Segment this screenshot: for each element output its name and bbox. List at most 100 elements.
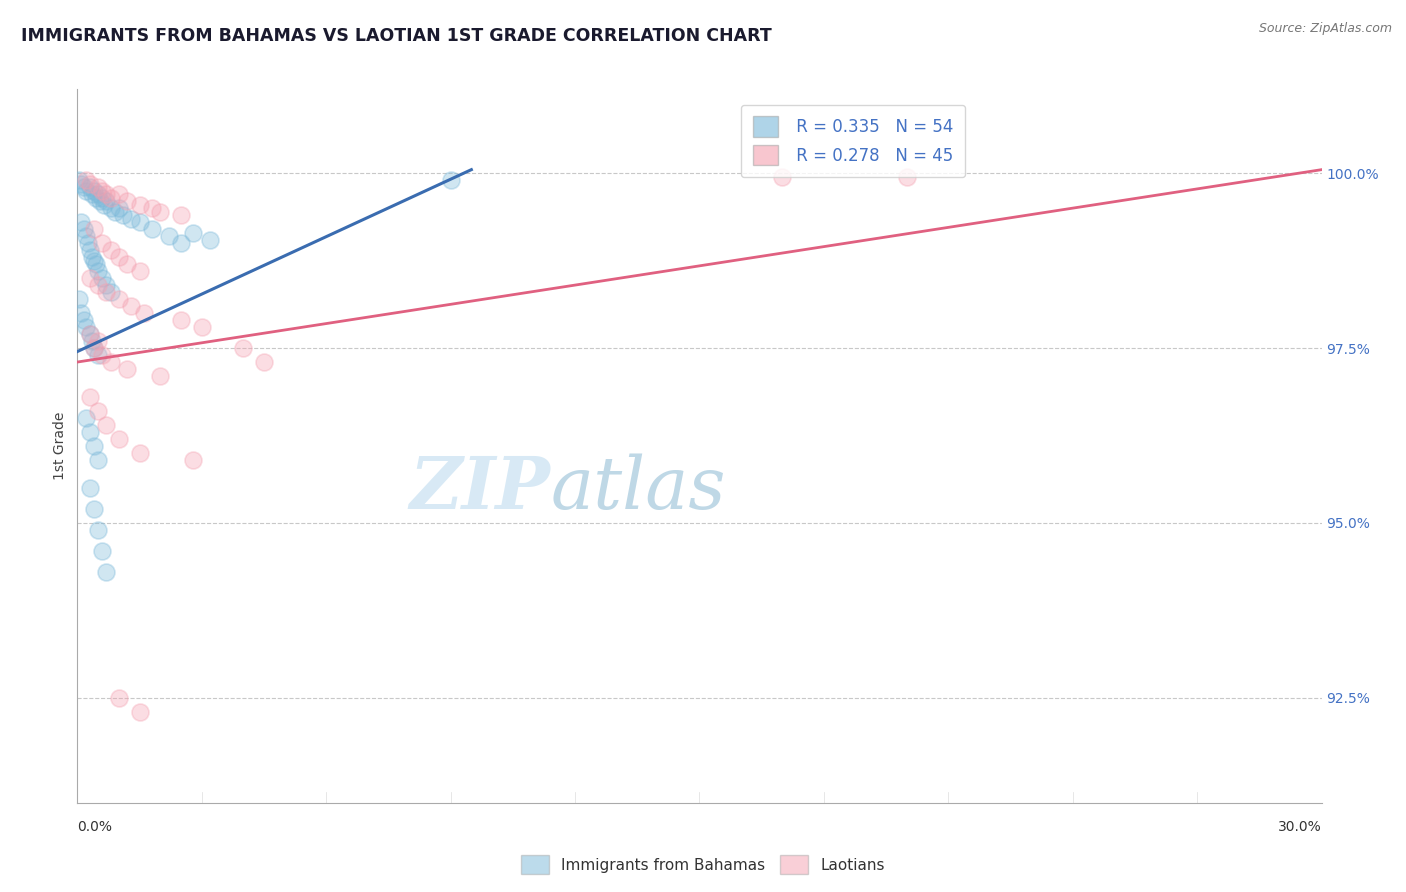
- Point: [108, 432, 131, 446]
- Point: [79, 327, 101, 342]
- Point: [75, 184, 97, 198]
- Point: [183, 226, 205, 240]
- Point: [80, 334, 103, 348]
- Point: [79, 327, 101, 342]
- Point: [170, 208, 193, 222]
- Point: [72, 222, 94, 236]
- Y-axis label: 1st Grade: 1st Grade: [53, 412, 67, 480]
- Point: [87, 348, 110, 362]
- Point: [89, 194, 111, 208]
- Text: ZIP: ZIP: [409, 453, 550, 524]
- Point: [75, 229, 97, 244]
- Point: [83, 341, 105, 355]
- Point: [115, 257, 138, 271]
- Point: [108, 187, 131, 202]
- Point: [120, 211, 142, 226]
- Point: [100, 243, 122, 257]
- Point: [80, 250, 103, 264]
- Point: [170, 313, 193, 327]
- Point: [183, 453, 205, 467]
- Point: [115, 362, 138, 376]
- Point: [141, 201, 163, 215]
- Point: [896, 169, 918, 184]
- Point: [79, 177, 101, 191]
- Point: [67, 173, 90, 187]
- Point: [70, 306, 93, 320]
- Point: [108, 201, 131, 215]
- Point: [141, 222, 163, 236]
- Point: [79, 481, 101, 495]
- Point: [83, 341, 105, 355]
- Point: [157, 229, 180, 244]
- Point: [772, 169, 794, 184]
- Point: [79, 425, 101, 439]
- Point: [108, 690, 131, 705]
- Point: [100, 355, 122, 369]
- Point: [132, 306, 155, 320]
- Point: [83, 502, 105, 516]
- Point: [72, 180, 94, 194]
- Point: [440, 173, 463, 187]
- Point: [83, 439, 105, 453]
- Point: [100, 285, 122, 299]
- Point: [108, 250, 131, 264]
- Point: [87, 404, 110, 418]
- Point: [149, 204, 172, 219]
- Point: [91, 544, 114, 558]
- Point: [91, 348, 114, 362]
- Point: [87, 453, 110, 467]
- Point: [91, 236, 114, 251]
- Point: [87, 264, 110, 278]
- Point: [91, 271, 114, 285]
- Legend: Immigrants from Bahamas, Laotians: Immigrants from Bahamas, Laotians: [515, 849, 891, 880]
- Point: [67, 292, 90, 306]
- Point: [84, 257, 107, 271]
- Text: 0.0%: 0.0%: [77, 821, 112, 834]
- Point: [87, 187, 110, 202]
- Point: [87, 180, 110, 194]
- Point: [128, 446, 150, 460]
- Point: [104, 204, 127, 219]
- Point: [96, 194, 118, 208]
- Point: [96, 285, 118, 299]
- Point: [93, 197, 115, 211]
- Point: [72, 313, 94, 327]
- Point: [115, 194, 138, 208]
- Point: [87, 523, 110, 537]
- Point: [91, 184, 114, 198]
- Text: IMMIGRANTS FROM BAHAMAS VS LAOTIAN 1ST GRADE CORRELATION CHART: IMMIGRANTS FROM BAHAMAS VS LAOTIAN 1ST G…: [21, 27, 772, 45]
- Point: [83, 184, 105, 198]
- Point: [149, 369, 172, 384]
- Point: [83, 253, 105, 268]
- Point: [87, 334, 110, 348]
- Point: [75, 173, 97, 187]
- Point: [83, 222, 105, 236]
- Point: [75, 411, 97, 425]
- Point: [79, 180, 101, 194]
- Point: [128, 264, 150, 278]
- Point: [79, 390, 101, 404]
- Point: [79, 243, 101, 257]
- Text: atlas: atlas: [550, 453, 725, 524]
- Point: [253, 355, 276, 369]
- Point: [96, 278, 118, 293]
- Point: [111, 208, 134, 222]
- Point: [76, 236, 98, 251]
- Point: [128, 197, 150, 211]
- Point: [170, 236, 193, 251]
- Point: [232, 341, 254, 355]
- Point: [120, 299, 142, 313]
- Point: [84, 191, 107, 205]
- Point: [191, 320, 214, 334]
- Point: [100, 191, 122, 205]
- Point: [79, 271, 101, 285]
- Point: [96, 187, 118, 202]
- Point: [100, 201, 122, 215]
- Point: [91, 191, 114, 205]
- Point: [70, 215, 93, 229]
- Text: 30.0%: 30.0%: [1278, 821, 1322, 834]
- Point: [80, 187, 103, 202]
- Legend:  R = 0.335   N = 54,  R = 0.278   N = 45: R = 0.335 N = 54, R = 0.278 N = 45: [741, 104, 965, 177]
- Point: [87, 278, 110, 293]
- Point: [75, 320, 97, 334]
